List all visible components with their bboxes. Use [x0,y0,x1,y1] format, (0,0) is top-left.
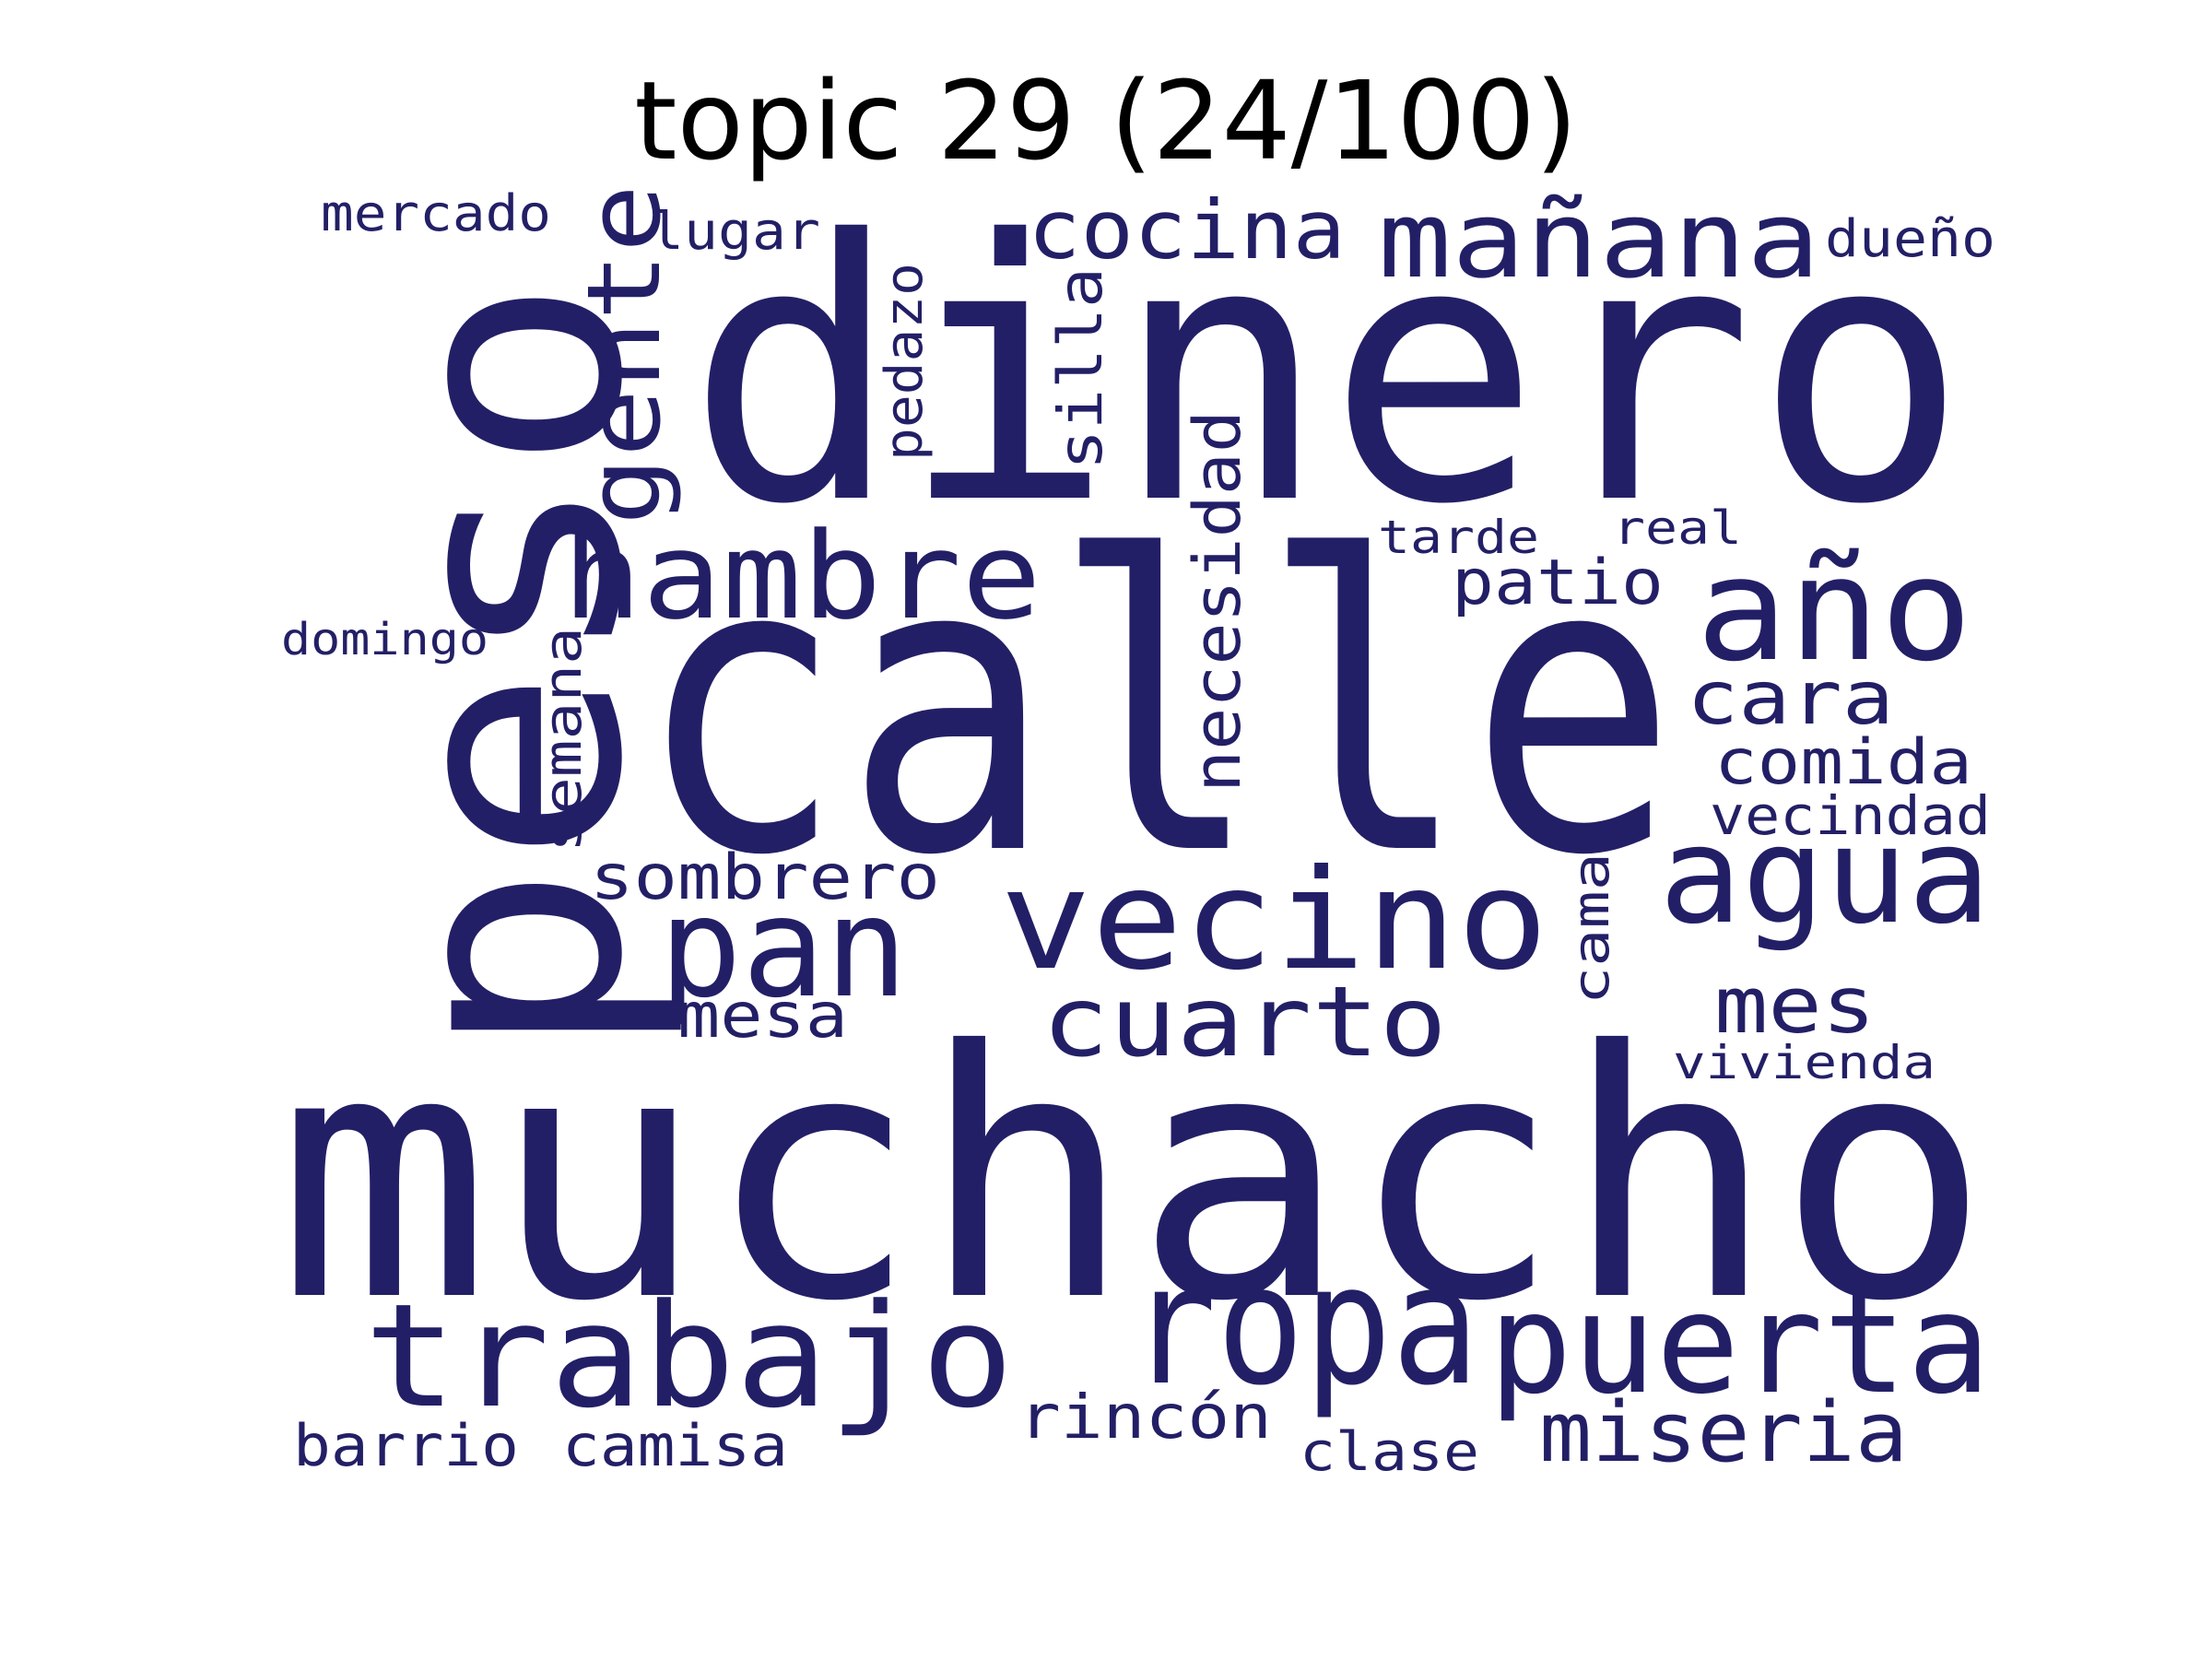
word-sombrero: sombrero [590,841,940,914]
word-ano: año [1696,526,1972,693]
word-gente: gente [565,184,683,525]
word-hambre: hambre [562,506,1041,646]
word-barrio: barrio [293,1412,519,1479]
word-cama: cama [1562,853,1620,1005]
word-semana: semana [534,627,594,853]
word-dinero: dinero [687,164,1968,582]
word-vivienda: vivienda [1673,1036,1936,1089]
word-real: real [1613,501,1742,555]
word-agua: agua [1659,798,1991,954]
word-mes: mes [1714,960,1876,1052]
word-muchacho: muchacho [276,980,1991,1376]
word-comida: comida [1714,726,1972,799]
word-tarde: tarde [1378,511,1539,564]
word-mesa: mesa [677,980,848,1053]
word-trabajo: trabajo [364,1273,1014,1440]
word-clase: clase [1300,1420,1479,1483]
word-silla: silla [1045,267,1116,470]
word-cuarto: cuarto [1041,966,1447,1078]
word-puerta: puerta [1488,1265,1991,1425]
word-cara: cara [1687,655,1894,741]
word-mercado: mercado [321,184,551,242]
figure-title: topic 29 (24/100) [634,57,1578,184]
word-dueno: dueño [1825,209,1995,269]
word-vecino: vecino [1000,841,1548,1001]
word-domingo: domingo [281,614,488,665]
word-rincon: rincón [1018,1382,1272,1453]
word-patio: patio [1452,547,1664,619]
word-calle: calle [636,472,1677,944]
word-necesidad: necesidad [1180,410,1255,793]
word-ropa: ropa [1129,1230,1479,1422]
word-lugar: lugar [650,202,820,262]
word-miseria: miseria [1539,1384,1908,1481]
word-vecindad: vecindad [1710,784,1991,847]
word-cocina: cocina [1028,182,1346,277]
word-camisa: camisa [562,1412,788,1479]
word-peso: peso [335,276,689,1060]
word-manana: mañana [1378,179,1820,302]
word-pedazo: pedazo [875,263,935,461]
word-pan: pan [659,868,908,1029]
